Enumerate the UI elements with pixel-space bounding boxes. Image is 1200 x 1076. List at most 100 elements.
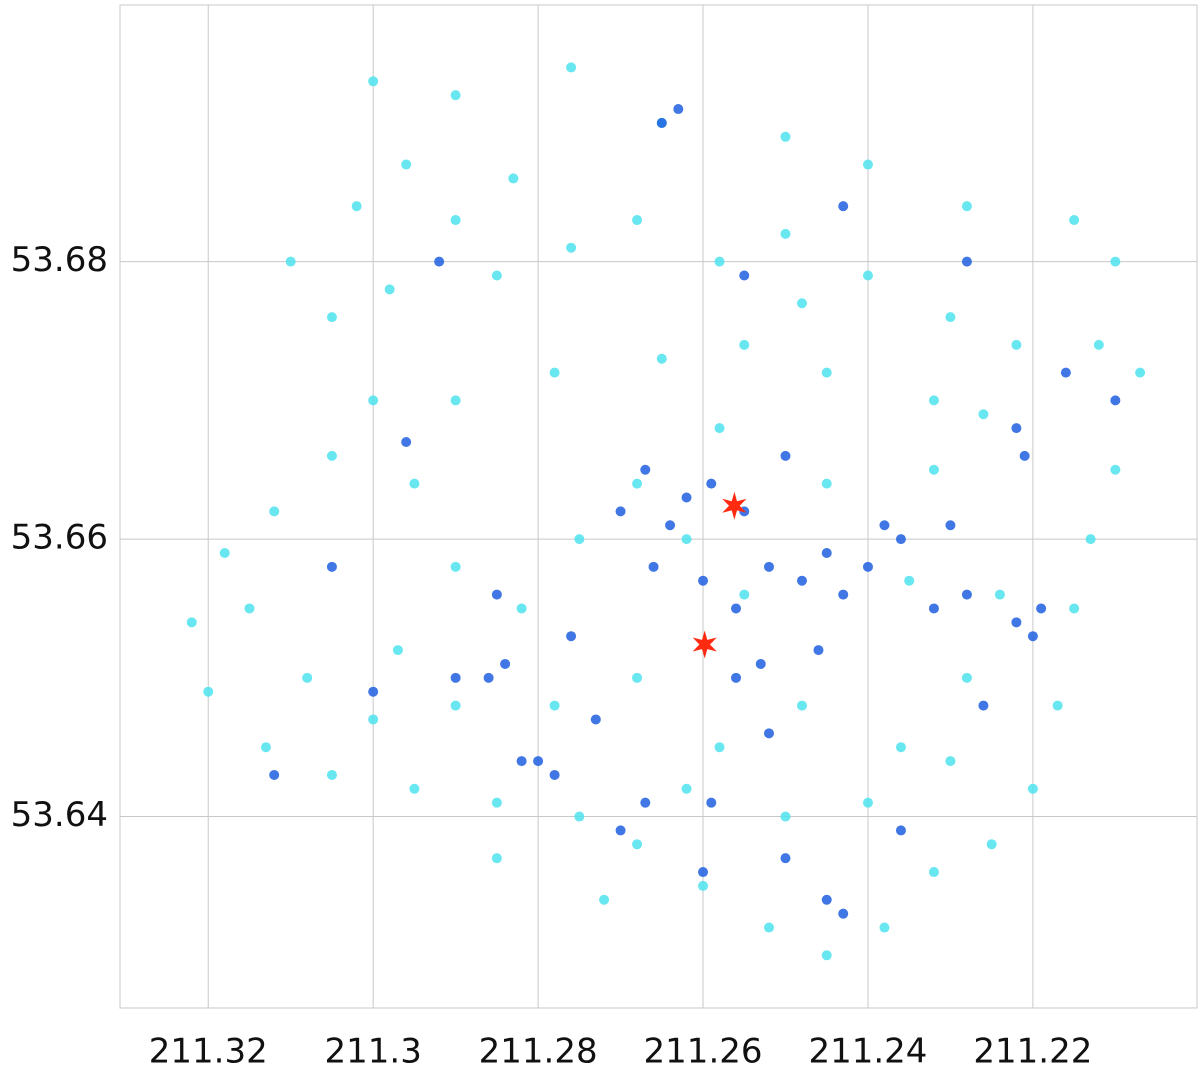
point bbox=[714, 423, 725, 434]
point bbox=[681, 534, 692, 545]
point bbox=[640, 464, 651, 475]
point bbox=[326, 450, 337, 461]
plot-frame bbox=[119, 4, 1198, 1009]
x-tick-label: 211.24 bbox=[808, 1032, 927, 1072]
point bbox=[978, 409, 989, 420]
x-tick-label: 211.32 bbox=[149, 1032, 268, 1072]
point bbox=[961, 201, 972, 212]
point bbox=[673, 104, 684, 115]
point bbox=[961, 256, 972, 267]
point bbox=[491, 270, 502, 281]
point bbox=[698, 867, 709, 878]
point bbox=[862, 270, 873, 281]
point bbox=[632, 478, 643, 489]
point bbox=[1036, 603, 1047, 614]
point bbox=[648, 561, 659, 572]
point bbox=[698, 880, 709, 891]
point bbox=[945, 520, 956, 531]
point bbox=[813, 645, 824, 656]
y-tick-label: 53.68 bbox=[11, 240, 108, 280]
point bbox=[351, 201, 362, 212]
point bbox=[450, 215, 461, 226]
point bbox=[796, 700, 807, 711]
point bbox=[714, 742, 725, 753]
point bbox=[1135, 367, 1146, 378]
y-tick-label: 53.66 bbox=[11, 518, 108, 558]
point bbox=[533, 756, 544, 767]
point bbox=[368, 395, 379, 406]
point bbox=[549, 367, 560, 378]
point bbox=[615, 506, 626, 517]
point bbox=[260, 742, 271, 753]
point bbox=[1110, 464, 1121, 475]
y-tick-label: 53.64 bbox=[11, 795, 108, 835]
point bbox=[434, 256, 445, 267]
point bbox=[368, 76, 379, 87]
point bbox=[928, 464, 939, 475]
point bbox=[821, 547, 832, 558]
point bbox=[1027, 783, 1038, 794]
point bbox=[302, 672, 313, 683]
x-tick-label: 211.26 bbox=[644, 1032, 763, 1072]
point bbox=[269, 506, 280, 517]
point bbox=[945, 756, 956, 767]
point bbox=[566, 62, 577, 73]
point bbox=[326, 312, 337, 323]
point bbox=[731, 603, 742, 614]
point bbox=[821, 478, 832, 489]
point bbox=[566, 631, 577, 642]
point bbox=[986, 839, 997, 850]
point bbox=[632, 839, 643, 850]
point bbox=[698, 575, 709, 586]
points bbox=[186, 62, 1146, 961]
point bbox=[326, 561, 337, 572]
point bbox=[1011, 617, 1022, 628]
point bbox=[368, 686, 379, 697]
point bbox=[392, 645, 403, 656]
point bbox=[508, 173, 519, 184]
point bbox=[879, 520, 890, 531]
point bbox=[640, 797, 651, 808]
point bbox=[838, 908, 849, 919]
point bbox=[632, 672, 643, 683]
point bbox=[656, 353, 667, 364]
point bbox=[632, 215, 643, 226]
point bbox=[516, 756, 527, 767]
point bbox=[500, 658, 511, 669]
point bbox=[1011, 423, 1022, 434]
point bbox=[879, 922, 890, 933]
point bbox=[409, 478, 420, 489]
point bbox=[961, 589, 972, 600]
point bbox=[928, 395, 939, 406]
point bbox=[714, 256, 725, 267]
point bbox=[450, 90, 461, 101]
point bbox=[928, 867, 939, 878]
point bbox=[1110, 395, 1121, 406]
point bbox=[681, 492, 692, 503]
x-tick-label: 211.28 bbox=[479, 1032, 598, 1072]
point bbox=[821, 367, 832, 378]
point bbox=[574, 811, 585, 822]
point bbox=[994, 589, 1005, 600]
point bbox=[483, 672, 494, 683]
point bbox=[895, 534, 906, 545]
point bbox=[590, 714, 601, 725]
point bbox=[186, 617, 197, 628]
point bbox=[566, 242, 577, 253]
point bbox=[764, 922, 775, 933]
point bbox=[862, 561, 873, 572]
point bbox=[574, 534, 585, 545]
point bbox=[384, 284, 395, 295]
point bbox=[838, 201, 849, 212]
grid bbox=[120, 5, 1197, 1008]
point bbox=[764, 728, 775, 739]
star-marker bbox=[722, 491, 747, 520]
point bbox=[904, 575, 915, 586]
point bbox=[401, 159, 412, 170]
point bbox=[1060, 367, 1071, 378]
point bbox=[764, 561, 775, 572]
point bbox=[838, 589, 849, 600]
point bbox=[780, 853, 791, 864]
point bbox=[821, 950, 832, 961]
